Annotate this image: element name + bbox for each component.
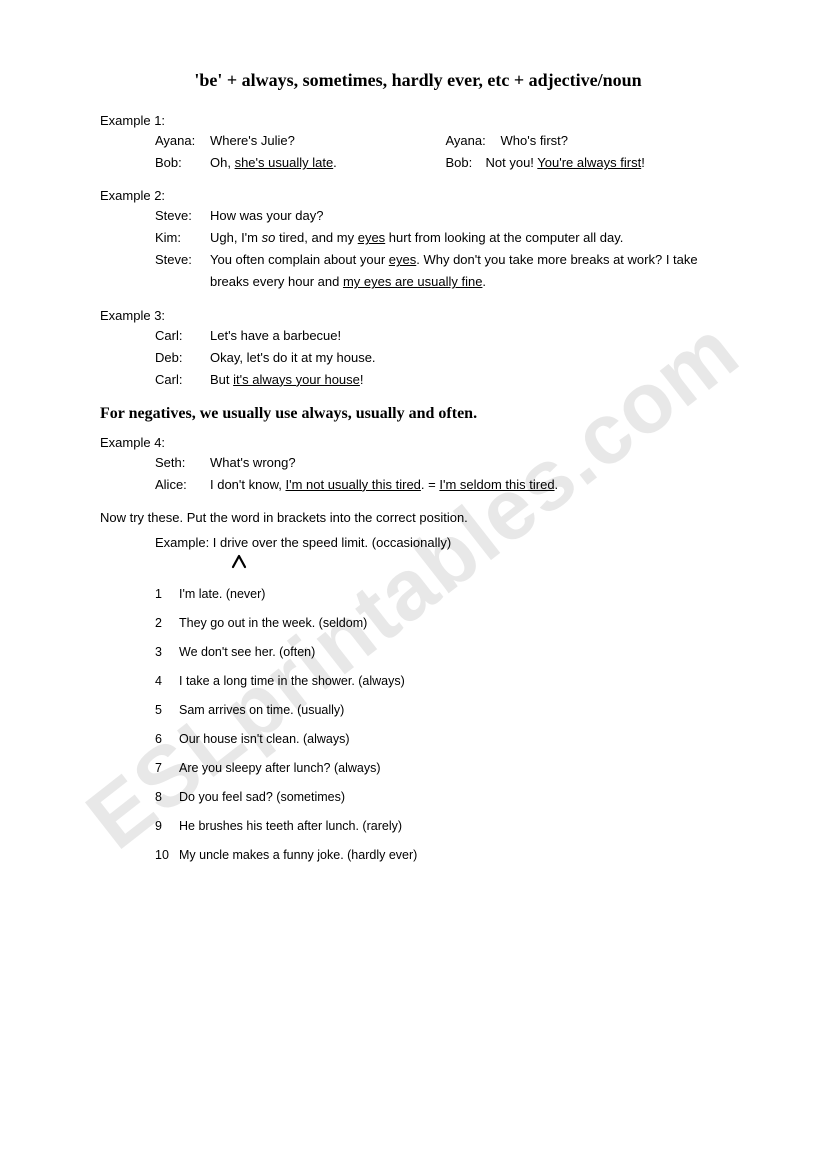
text: . bbox=[333, 155, 337, 170]
underlined: eyes bbox=[358, 230, 385, 245]
underlined: eyes bbox=[389, 252, 416, 267]
speaker: Kim: bbox=[155, 227, 210, 249]
example2-dialogue: Steve: How was your day? Kim: Ugh, I'm s… bbox=[155, 205, 736, 293]
ex-num: 3 bbox=[155, 645, 179, 659]
ex-text: He brushes his teeth after lunch. (rarel… bbox=[179, 819, 402, 833]
example1-label: Example 1: bbox=[100, 113, 736, 128]
text: hurt from looking at the computer all da… bbox=[385, 230, 623, 245]
speaker: Carl: bbox=[155, 325, 210, 347]
text: ! bbox=[360, 372, 364, 387]
speaker: Bob: bbox=[446, 152, 486, 174]
ex-num: 1 bbox=[155, 587, 179, 601]
caret-icon bbox=[230, 552, 248, 570]
example-try: Example: I drive over the speed limit. (… bbox=[155, 535, 736, 550]
ex-text: They go out in the week. (seldom) bbox=[179, 616, 367, 630]
ex-text: Our house isn't clean. (always) bbox=[179, 732, 350, 746]
ex-num: 6 bbox=[155, 732, 179, 746]
example3-label: Example 3: bbox=[100, 308, 736, 323]
exercise-item: 5Sam arrives on time. (usually) bbox=[155, 703, 736, 717]
ex-num: 2 bbox=[155, 616, 179, 630]
speaker: Steve: bbox=[155, 205, 210, 227]
text: ! bbox=[641, 155, 645, 170]
ex-num: 9 bbox=[155, 819, 179, 833]
underlined: my eyes are usually fine bbox=[343, 274, 482, 289]
text: . bbox=[555, 477, 559, 492]
ex-text: We don't see her. (often) bbox=[179, 645, 315, 659]
speech: Not you! You're always first! bbox=[486, 152, 737, 174]
underlined: I'm not usually this tired bbox=[285, 477, 420, 492]
ex-num: 7 bbox=[155, 761, 179, 775]
speaker: Deb: bbox=[155, 347, 210, 369]
page-content: 'be' + always, sometimes, hardly ever, e… bbox=[0, 0, 826, 927]
ex-text: Do you feel sad? (sometimes) bbox=[179, 790, 345, 804]
speech: How was your day? bbox=[210, 205, 736, 227]
text: You often complain about your bbox=[210, 252, 389, 267]
exercise-item: 1I'm late. (never) bbox=[155, 587, 736, 601]
caret-insertion bbox=[230, 552, 736, 575]
text: tired, and my bbox=[275, 230, 357, 245]
example4-label: Example 4: bbox=[100, 435, 736, 450]
speech: I don't know, I'm not usually this tired… bbox=[210, 474, 736, 496]
speech: Oh, she's usually late. bbox=[210, 152, 446, 174]
speech: Where's Julie? bbox=[210, 130, 446, 152]
negatives-title: For negatives, we usually use always, us… bbox=[100, 405, 736, 423]
speech: Let's have a barbecue! bbox=[210, 325, 736, 347]
ex-num: 4 bbox=[155, 674, 179, 688]
ex-text: I'm late. (never) bbox=[179, 587, 265, 601]
speaker: Ayana: bbox=[155, 130, 210, 152]
speaker: Steve: bbox=[155, 249, 210, 293]
text: Oh, bbox=[210, 155, 235, 170]
speech: Who's first? bbox=[501, 130, 737, 152]
underlined: I'm seldom this tired bbox=[439, 477, 554, 492]
instruction: Now try these. Put the word in brackets … bbox=[100, 510, 736, 525]
ex-text: Are you sleepy after lunch? (always) bbox=[179, 761, 380, 775]
example3-dialogue: Carl: Let's have a barbecue! Deb: Okay, … bbox=[155, 325, 736, 391]
speaker: Seth: bbox=[155, 452, 210, 474]
exercise-item: 9He brushes his teeth after lunch. (rare… bbox=[155, 819, 736, 833]
text: Ugh, I'm bbox=[210, 230, 262, 245]
page-title: 'be' + always, sometimes, hardly ever, e… bbox=[100, 70, 736, 91]
exercise-item: 3We don't see her. (often) bbox=[155, 645, 736, 659]
text: Not you! bbox=[486, 155, 538, 170]
underlined: You're always first bbox=[537, 155, 641, 170]
text: But bbox=[210, 372, 233, 387]
text: . bbox=[482, 274, 486, 289]
exercise-item: 7Are you sleepy after lunch? (always) bbox=[155, 761, 736, 775]
speaker: Ayana: bbox=[446, 130, 501, 152]
exercise-item: 6Our house isn't clean. (always) bbox=[155, 732, 736, 746]
ex-text: I take a long time in the shower. (alway… bbox=[179, 674, 405, 688]
ex-num: 5 bbox=[155, 703, 179, 717]
speaker: Bob: bbox=[155, 152, 210, 174]
ex-text: My uncle makes a funny joke. (hardly eve… bbox=[179, 848, 417, 862]
speech: But it's always your house! bbox=[210, 369, 736, 391]
ex-text: Sam arrives on time. (usually) bbox=[179, 703, 344, 717]
speech: Ugh, I'm so tired, and my eyes hurt from… bbox=[210, 227, 736, 249]
underlined: it's always your house bbox=[233, 372, 360, 387]
speech: You often complain about your eyes. Why … bbox=[210, 249, 736, 293]
example2-label: Example 2: bbox=[100, 188, 736, 203]
exercise-list: 1I'm late. (never) 2They go out in the w… bbox=[155, 587, 736, 862]
underlined: she's usually late bbox=[235, 155, 334, 170]
example1-dialogue: Ayana: Where's Julie? Bob: Oh, she's usu… bbox=[155, 130, 736, 174]
speech: What's wrong? bbox=[210, 452, 736, 474]
exercise-item: 8Do you feel sad? (sometimes) bbox=[155, 790, 736, 804]
speaker: Carl: bbox=[155, 369, 210, 391]
speaker: Alice: bbox=[155, 474, 210, 496]
speech: Okay, let's do it at my house. bbox=[210, 347, 736, 369]
ex-num: 8 bbox=[155, 790, 179, 804]
italic: so bbox=[262, 230, 276, 245]
ex-num: 10 bbox=[155, 848, 179, 862]
exercise-item: 2They go out in the week. (seldom) bbox=[155, 616, 736, 630]
exercise-item: 4I take a long time in the shower. (alwa… bbox=[155, 674, 736, 688]
text: . = bbox=[421, 477, 439, 492]
text: I don't know, bbox=[210, 477, 285, 492]
example4-dialogue: Seth: What's wrong? Alice: I don't know,… bbox=[155, 452, 736, 496]
exercise-item: 10My uncle makes a funny joke. (hardly e… bbox=[155, 848, 736, 862]
